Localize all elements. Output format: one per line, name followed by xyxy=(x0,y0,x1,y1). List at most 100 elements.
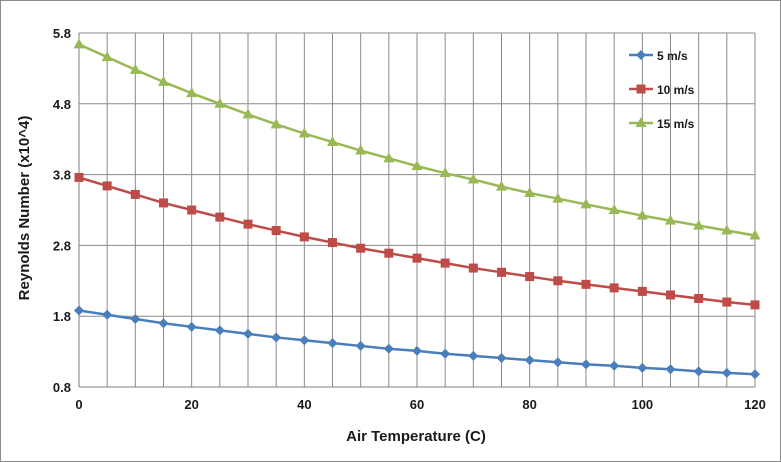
data-point xyxy=(721,224,733,235)
data-point xyxy=(159,198,168,208)
data-point xyxy=(693,366,704,377)
data-point xyxy=(580,198,592,209)
data-point xyxy=(327,338,338,349)
data-point xyxy=(581,359,591,370)
data-point xyxy=(328,238,337,248)
data-point xyxy=(665,214,676,225)
data-point xyxy=(750,300,760,310)
data-point xyxy=(412,253,422,263)
legend-swatch-marker xyxy=(636,50,646,60)
legend-label: 15 m/s xyxy=(657,117,695,131)
data-point xyxy=(467,173,479,184)
data-point xyxy=(722,297,732,307)
data-point xyxy=(187,205,197,215)
data-point xyxy=(497,267,506,277)
y-tick-label: 4.8 xyxy=(53,97,71,112)
y-axis-ticks: 0.8 1.8 2.8 3.8 4.8 5.8 xyxy=(53,26,71,395)
legend-label: 5 m/s xyxy=(657,49,688,63)
data-point xyxy=(355,340,366,351)
data-point xyxy=(553,276,563,286)
series-5-m-s xyxy=(74,305,760,380)
data-point xyxy=(693,219,705,230)
x-tick-label: 40 xyxy=(297,397,311,412)
data-point xyxy=(214,97,226,108)
x-tick-label: 20 xyxy=(184,397,198,412)
legend-entry: 10 m/s xyxy=(629,83,695,97)
data-point xyxy=(214,325,225,336)
data-point xyxy=(496,352,507,363)
data-point xyxy=(102,309,113,320)
data-point xyxy=(74,172,84,182)
legend: 5 m/s 10 m/s 15 m/s xyxy=(629,49,695,131)
data-point xyxy=(327,136,338,147)
data-point xyxy=(468,350,479,361)
legend-label: 10 m/s xyxy=(657,83,695,97)
data-point xyxy=(552,192,564,203)
x-axis-ticks: 0 20 40 60 80 100 120 xyxy=(75,397,765,412)
data-point xyxy=(271,226,281,236)
legend-entry: 15 m/s xyxy=(629,117,695,131)
data-point xyxy=(130,189,140,199)
data-point xyxy=(356,243,366,253)
data-point xyxy=(74,305,84,316)
x-tick-label: 100 xyxy=(631,397,653,412)
data-point xyxy=(299,232,309,242)
y-tick-label: 5.8 xyxy=(53,26,71,41)
data-point xyxy=(129,63,141,74)
data-point xyxy=(608,204,620,214)
y-tick-label: 0.8 xyxy=(53,380,71,395)
data-point xyxy=(243,219,253,229)
data-point xyxy=(524,355,535,366)
data-point xyxy=(215,212,225,222)
data-point xyxy=(637,286,647,296)
x-tick-label: 120 xyxy=(744,397,766,412)
data-point xyxy=(101,51,113,62)
legend-swatch-marker xyxy=(636,84,646,94)
data-point xyxy=(609,360,620,371)
gridlines xyxy=(78,32,756,388)
data-point xyxy=(158,75,169,86)
data-point xyxy=(524,187,536,198)
data-series xyxy=(73,38,761,380)
y-tick-label: 1.8 xyxy=(53,309,71,324)
data-point xyxy=(581,279,591,289)
y-tick-label: 2.8 xyxy=(53,238,71,253)
data-point xyxy=(299,335,310,346)
data-point xyxy=(73,38,85,49)
data-point xyxy=(298,127,310,138)
data-point xyxy=(721,367,732,378)
data-point xyxy=(750,369,760,380)
data-point xyxy=(666,290,675,300)
data-point xyxy=(440,258,450,268)
data-point xyxy=(609,283,619,293)
data-point xyxy=(102,181,112,191)
y-tick-label: 3.8 xyxy=(53,168,71,183)
data-point xyxy=(525,272,535,282)
data-point xyxy=(383,152,395,163)
x-tick-label: 80 xyxy=(522,397,536,412)
data-point xyxy=(383,343,394,354)
x-tick-label: 60 xyxy=(410,397,424,412)
x-axis-title: Air Temperature (C) xyxy=(346,428,486,445)
data-point xyxy=(637,362,648,373)
data-point xyxy=(243,328,253,339)
series-15-m-s xyxy=(73,38,761,240)
data-point xyxy=(665,364,676,375)
data-point xyxy=(496,180,507,191)
data-point xyxy=(636,209,648,220)
data-point xyxy=(271,332,282,343)
data-point xyxy=(130,314,141,325)
data-point xyxy=(439,167,451,178)
data-point xyxy=(440,348,451,359)
legend-entry: 5 m/s xyxy=(629,49,688,63)
data-point xyxy=(158,318,169,329)
data-point xyxy=(552,357,563,368)
data-point xyxy=(355,144,367,155)
legend-swatch-marker xyxy=(635,117,647,127)
data-point xyxy=(694,294,704,303)
data-point xyxy=(186,87,198,98)
data-point xyxy=(749,229,761,240)
data-point xyxy=(384,248,394,258)
